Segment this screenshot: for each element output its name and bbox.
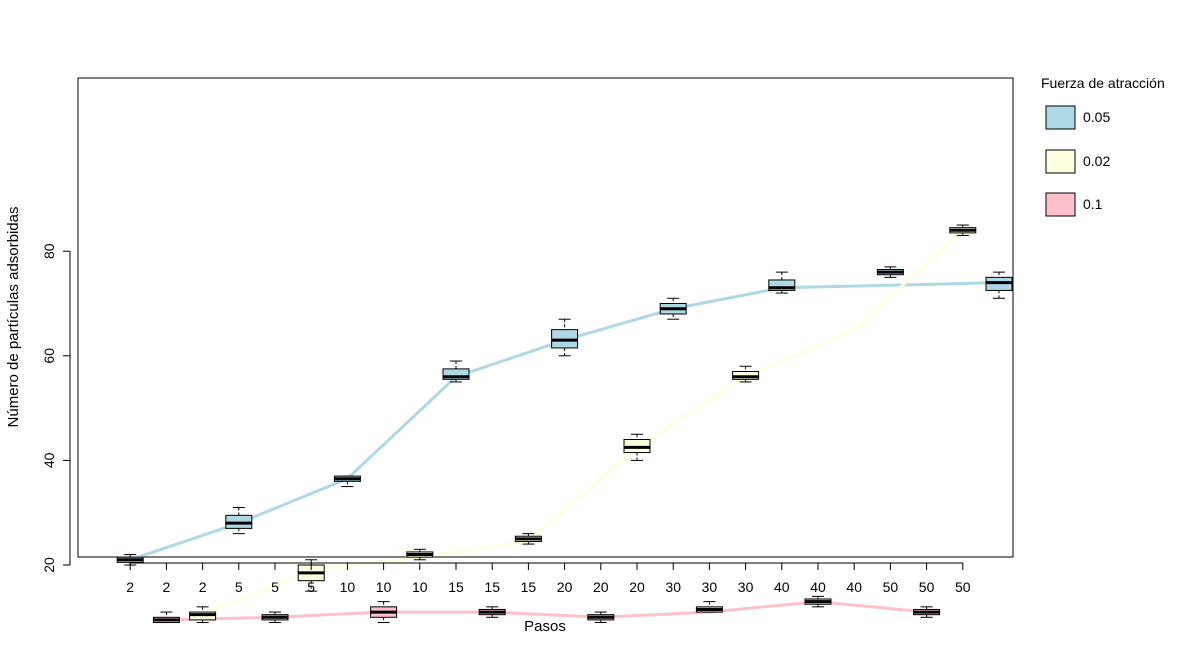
x-tick-label: 15 xyxy=(484,579,500,595)
x-tick-label: 20 xyxy=(629,579,645,595)
box-series xyxy=(116,224,1013,624)
box-0.02 xyxy=(189,606,217,624)
x-tick-label: 2 xyxy=(126,579,134,595)
legend-swatch xyxy=(1045,149,1076,174)
legend-swatch xyxy=(1045,192,1076,217)
x-axis: 2 2 2 5 5 5 10 10 10 15 15 15 20 20 20 30 30 30 40 40 40 50 50… xyxy=(126,562,971,595)
x-tick-label: 40 xyxy=(846,579,862,595)
y-tick-label: 80 xyxy=(41,243,57,259)
x-tick-label: 10 xyxy=(412,579,428,595)
x-tick-label: 40 xyxy=(810,579,826,595)
box-0.1 xyxy=(261,611,289,624)
box-0.1 xyxy=(913,606,941,618)
box-0.02 xyxy=(623,433,651,461)
x-axis-label: Pasos xyxy=(524,618,566,635)
legend: Fuerza de atracción 0.05 0.02 0.1 xyxy=(1041,75,1165,217)
x-tick-label: 20 xyxy=(557,579,573,595)
legend-title: Fuerza de atracción xyxy=(1041,75,1165,91)
box-0.1 xyxy=(804,595,832,608)
box-0.05 xyxy=(659,297,687,320)
x-tick-label: 5 xyxy=(235,579,243,595)
x-tick-label: 20 xyxy=(593,579,609,595)
box-0.1 xyxy=(152,611,180,624)
box-0.1 xyxy=(587,611,615,624)
x-tick-label: 10 xyxy=(376,579,392,595)
legend-label: 0.05 xyxy=(1083,109,1110,125)
series-line-0.05 xyxy=(129,281,1000,562)
x-tick-label: 15 xyxy=(448,579,464,595)
box-0.1 xyxy=(478,606,506,618)
legend-items: 0.05 0.02 0.1 xyxy=(1045,105,1110,217)
legend-label: 0.02 xyxy=(1083,153,1110,169)
y-tick-label: 20 xyxy=(41,557,57,573)
x-tick-label: 5 xyxy=(271,579,279,595)
box-0.02 xyxy=(949,224,977,237)
y-tick-label: 60 xyxy=(41,348,57,364)
y-axis: 20 40 60 80 xyxy=(41,243,71,573)
series-line-0.1 xyxy=(166,600,927,622)
box-0.05 xyxy=(225,506,253,535)
box-0.05 xyxy=(985,271,1013,299)
legend-swatch xyxy=(1045,105,1076,130)
box-body xyxy=(442,368,470,380)
x-tick-label: 5 xyxy=(307,579,315,595)
y-tick-label: 40 xyxy=(41,452,57,468)
box-0.05 xyxy=(768,271,796,294)
legend-label: 0.1 xyxy=(1083,196,1103,212)
x-tick-label: 50 xyxy=(955,579,971,595)
x-tick-label: 30 xyxy=(702,579,718,595)
x-tick-label: 50 xyxy=(883,579,899,595)
box-0.05 xyxy=(333,475,361,488)
box-0.02 xyxy=(514,533,542,545)
box-0.05 xyxy=(551,318,579,357)
box-0.05 xyxy=(876,266,904,278)
box-0.02 xyxy=(406,548,434,561)
box-body xyxy=(768,279,796,291)
x-tick-label: 15 xyxy=(521,579,537,595)
x-tick-label: 50 xyxy=(919,579,935,595)
box-0.02 xyxy=(297,559,325,592)
series-lines xyxy=(129,229,1000,622)
x-tick-label: 40 xyxy=(774,579,790,595)
x-tick-label: 30 xyxy=(665,579,681,595)
x-tick-label: 2 xyxy=(163,579,171,595)
box-0.02 xyxy=(732,365,760,383)
box-0.1 xyxy=(370,601,398,624)
plot-frame xyxy=(77,77,1014,558)
box-0.1 xyxy=(695,601,723,613)
x-tick-label: 2 xyxy=(199,579,207,595)
x-tick-label: 30 xyxy=(738,579,754,595)
box-0.05 xyxy=(442,360,470,383)
y-axis-label: Número de partículas adsorbidas xyxy=(5,207,22,428)
series-line-0.02 xyxy=(202,229,964,617)
x-tick-label: 10 xyxy=(340,579,356,595)
